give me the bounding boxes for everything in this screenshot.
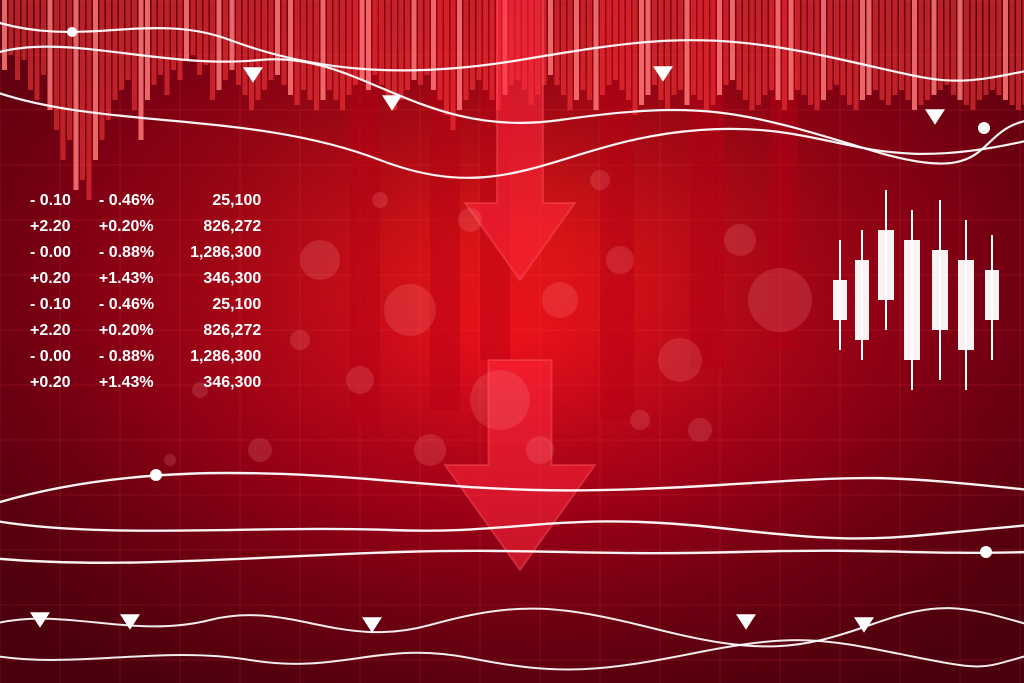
ticker-change: - 0.10 xyxy=(30,190,97,214)
ticker-row: - 0.00- 0.88%1,286,300 xyxy=(30,242,275,266)
stock-crash-chart: - 0.10- 0.46%25,100+2.20+0.20%826,272- 0… xyxy=(0,0,1024,683)
ticker-pct: +1.43% xyxy=(99,268,188,292)
ticker-pct: - 0.88% xyxy=(99,242,188,266)
ticker-change: +0.20 xyxy=(30,268,97,292)
ticker-row: +0.20+1.43%346,300 xyxy=(30,268,275,292)
ticker-row: +2.20+0.20%826,272 xyxy=(30,320,275,344)
ticker-change: +2.20 xyxy=(30,320,97,344)
ticker-pct: +0.20% xyxy=(99,320,188,344)
ticker-volume: 346,300 xyxy=(190,372,275,396)
ticker-change: - 0.00 xyxy=(30,242,97,266)
ticker-volume: 826,272 xyxy=(190,216,275,240)
ticker-change: +2.20 xyxy=(30,216,97,240)
ticker-pct: +1.43% xyxy=(99,372,188,396)
ticker-volume: 1,286,300 xyxy=(190,346,275,370)
ticker-volume: 25,100 xyxy=(190,190,275,214)
ticker-table: - 0.10- 0.46%25,100+2.20+0.20%826,272- 0… xyxy=(28,188,277,398)
ticker-row: - 0.10- 0.46%25,100 xyxy=(30,294,275,318)
ticker-volume: 1,286,300 xyxy=(190,242,275,266)
ticker-volume: 25,100 xyxy=(190,294,275,318)
ticker-change: - 0.10 xyxy=(30,294,97,318)
ticker-volume: 826,272 xyxy=(190,320,275,344)
ticker-row: - 0.00- 0.88%1,286,300 xyxy=(30,346,275,370)
ticker-change: - 0.00 xyxy=(30,346,97,370)
ticker-pct: +0.20% xyxy=(99,216,188,240)
ticker-pct: - 0.88% xyxy=(99,346,188,370)
ticker-pct: - 0.46% xyxy=(99,294,188,318)
ticker-row: - 0.10- 0.46%25,100 xyxy=(30,190,275,214)
ticker-volume: 346,300 xyxy=(190,268,275,292)
ticker-pct: - 0.46% xyxy=(99,190,188,214)
ticker-change: +0.20 xyxy=(30,372,97,396)
ticker-row: +2.20+0.20%826,272 xyxy=(30,216,275,240)
ticker-row: +0.20+1.43%346,300 xyxy=(30,372,275,396)
